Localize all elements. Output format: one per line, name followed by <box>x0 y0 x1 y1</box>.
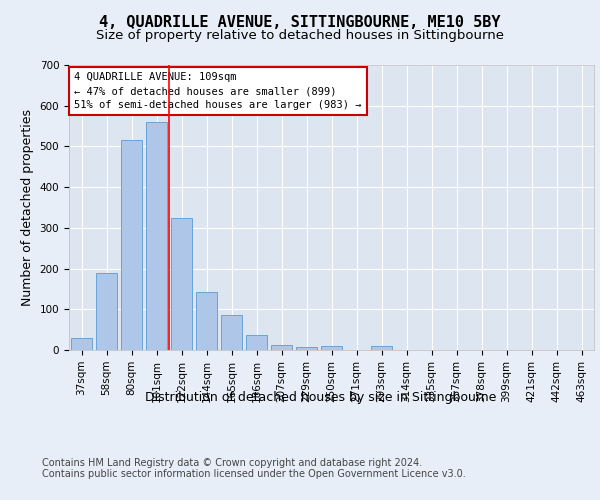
Text: 4, QUADRILLE AVENUE, SITTINGBOURNE, ME10 5BY: 4, QUADRILLE AVENUE, SITTINGBOURNE, ME10… <box>99 15 501 30</box>
Text: Contains HM Land Registry data © Crown copyright and database right 2024.: Contains HM Land Registry data © Crown c… <box>42 458 422 468</box>
Bar <box>271 344 292 350</box>
Bar <box>196 292 217 350</box>
Bar <box>246 334 267 350</box>
Y-axis label: Number of detached properties: Number of detached properties <box>21 109 34 306</box>
Bar <box>321 346 342 350</box>
Text: Contains public sector information licensed under the Open Government Licence v3: Contains public sector information licen… <box>42 469 466 479</box>
Bar <box>121 140 142 350</box>
Text: Size of property relative to detached houses in Sittingbourne: Size of property relative to detached ho… <box>96 28 504 42</box>
Bar <box>171 218 192 350</box>
Bar <box>221 316 242 350</box>
Bar <box>296 346 317 350</box>
Bar <box>71 338 92 350</box>
Text: 4 QUADRILLE AVENUE: 109sqm
← 47% of detached houses are smaller (899)
51% of sem: 4 QUADRILLE AVENUE: 109sqm ← 47% of deta… <box>74 72 362 110</box>
Bar <box>146 122 167 350</box>
Bar <box>371 346 392 350</box>
Text: Distribution of detached houses by size in Sittingbourne: Distribution of detached houses by size … <box>145 391 497 404</box>
Bar <box>96 272 117 350</box>
